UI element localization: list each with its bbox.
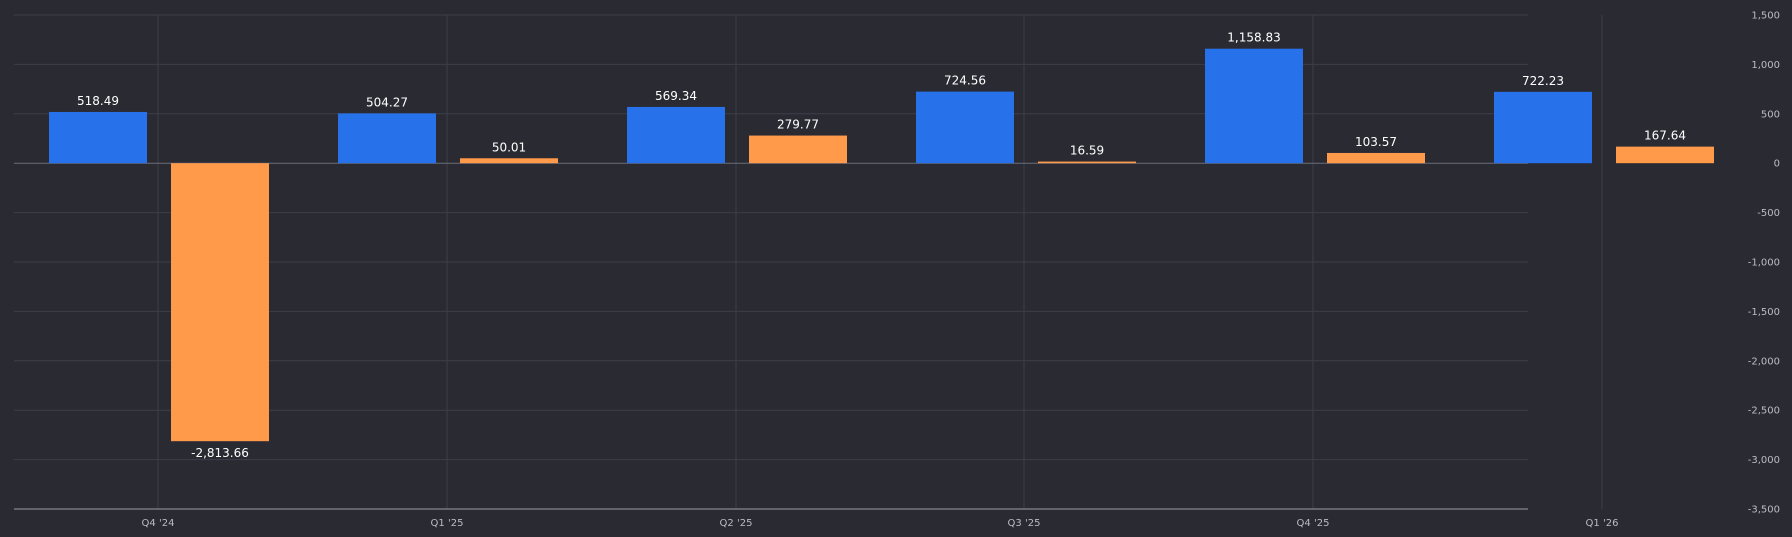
bar-series-2[interactable] (749, 135, 847, 164)
y-tick-label: 1,500 (1751, 11, 1780, 22)
bar-series-2[interactable] (1327, 152, 1425, 164)
y-tick-label: 0 (1774, 159, 1780, 170)
data-label: 50.01 (492, 140, 526, 154)
bar-series-1[interactable] (1494, 91, 1592, 164)
y-tick-label: -2,000 (1748, 356, 1780, 367)
bar-series-1[interactable] (338, 113, 436, 164)
y-tick-label: -3,500 (1748, 505, 1780, 516)
x-tick-label: Q1 '25 (431, 518, 464, 529)
data-label: 1,158.83 (1227, 31, 1280, 45)
bar-series-1[interactable] (49, 111, 147, 164)
data-label: 722.23 (1522, 74, 1564, 88)
data-label: -2,813.66 (191, 446, 249, 460)
bars-layer (49, 48, 1714, 442)
bar-series-1[interactable] (916, 91, 1014, 164)
data-label: 167.64 (1644, 129, 1686, 143)
data-label: 103.57 (1355, 135, 1397, 149)
y-tick-label: -1,000 (1748, 258, 1780, 269)
bar-series-2[interactable] (1616, 146, 1714, 164)
y-tick-label: 500 (1761, 109, 1780, 120)
bar-series-2[interactable] (460, 158, 558, 164)
bar-series-2[interactable] (1038, 161, 1136, 164)
data-label: 16.59 (1070, 144, 1104, 158)
y-tick-label: -2,500 (1748, 406, 1780, 417)
x-tick-label: Q2 '25 (720, 518, 753, 529)
x-tick-label: Q4 '25 (1297, 518, 1330, 529)
y-tick-label: -500 (1757, 208, 1780, 219)
y-tick-label: -1,500 (1748, 307, 1780, 318)
x-tick-label: Q4 '24 (142, 518, 175, 529)
bar-series-1[interactable] (1205, 48, 1303, 164)
data-label: 279.77 (777, 118, 819, 132)
data-label: 518.49 (77, 94, 119, 108)
y-tick-label: -3,000 (1748, 455, 1780, 466)
bar-series-1[interactable] (627, 106, 725, 164)
axis-layer: 1,500 1,000 500 0 -500 -1,000 -1,500 -2,000 -2,5… (14, 11, 1780, 529)
data-label: 504.27 (366, 95, 408, 109)
data-label: 724.56 (944, 74, 986, 88)
data-label: 569.34 (655, 89, 697, 103)
y-tick-label: 1,000 (1751, 60, 1780, 71)
x-tick-label: Q3 '25 (1008, 518, 1041, 529)
x-tick-label: Q1 '26 (1586, 518, 1619, 529)
labels-layer: 518.49 -2,813.66 504.27 50.01 569.34 279.77 72… (77, 31, 1686, 460)
bar-series-2[interactable] (171, 163, 269, 442)
